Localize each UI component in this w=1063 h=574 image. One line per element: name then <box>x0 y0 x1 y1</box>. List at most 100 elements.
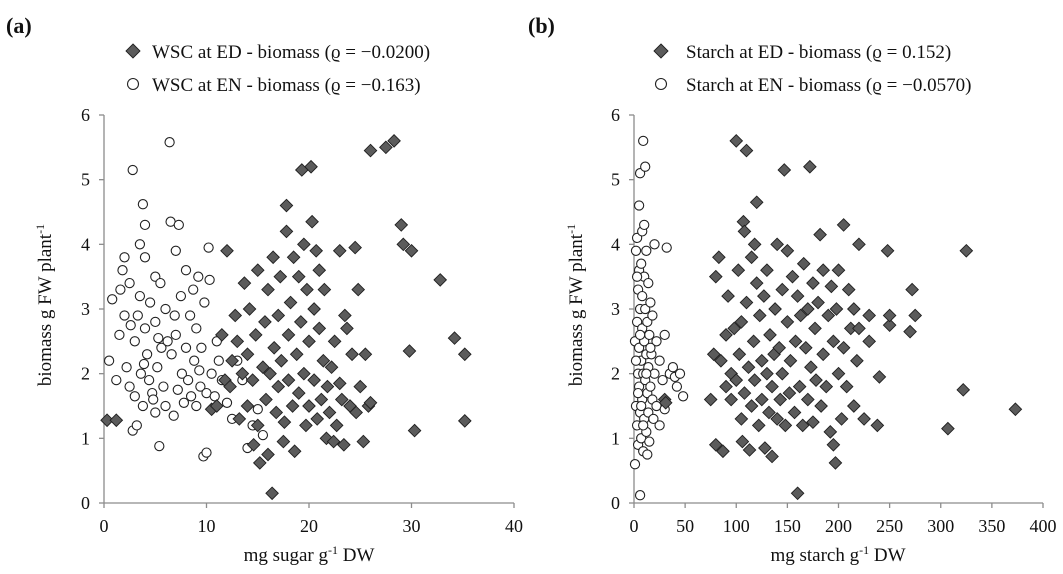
data-point <box>706 347 721 362</box>
data-point <box>396 237 411 252</box>
data-point <box>232 412 247 426</box>
data-point <box>721 289 735 303</box>
data-point <box>642 449 653 460</box>
data-point <box>127 164 138 176</box>
data-point <box>880 243 895 258</box>
data-point <box>307 373 321 387</box>
data-point <box>309 243 324 258</box>
data-point <box>836 340 851 355</box>
data-point <box>358 347 373 362</box>
data-point <box>778 418 793 433</box>
data-point <box>131 420 142 431</box>
x-tick-label: 400 <box>1030 516 1057 536</box>
data-point <box>643 277 654 289</box>
data-point <box>237 276 252 290</box>
data-point <box>100 413 114 428</box>
data-point <box>823 425 838 439</box>
data-point <box>235 366 250 381</box>
data-point <box>1008 402 1023 417</box>
data-point <box>809 373 823 387</box>
data-point <box>257 429 269 441</box>
data-point <box>852 237 866 252</box>
data-point <box>363 143 378 158</box>
data-point <box>772 340 787 355</box>
data-point <box>215 328 229 342</box>
data-point <box>638 420 649 431</box>
data-point <box>263 366 277 381</box>
data-point <box>645 381 656 392</box>
data-point <box>204 274 215 286</box>
data-point <box>271 308 286 323</box>
data-point <box>790 289 805 303</box>
data-point <box>749 195 764 210</box>
data-point <box>223 379 237 394</box>
data-point <box>852 321 866 336</box>
data-point <box>708 269 723 284</box>
data-point <box>176 368 188 379</box>
data-point <box>150 407 161 418</box>
data-point <box>285 399 300 413</box>
data-point <box>908 308 923 323</box>
data-point <box>119 310 130 321</box>
data-point <box>783 353 798 368</box>
data-point <box>332 376 347 391</box>
data-point <box>211 336 222 347</box>
data-point <box>180 265 192 276</box>
x-tick-label: 300 <box>927 516 954 536</box>
data-point <box>220 243 234 258</box>
data-point <box>816 263 830 278</box>
data-point <box>387 134 401 148</box>
data-point <box>228 308 243 323</box>
data-point <box>659 329 670 341</box>
y-axis-title: biomass g FW plant-1 <box>33 224 56 386</box>
data-point <box>782 386 797 400</box>
data-point <box>148 394 159 405</box>
data-point <box>175 290 187 302</box>
data-point <box>831 366 846 381</box>
series-ed <box>100 134 472 501</box>
data-point <box>258 315 272 329</box>
data-point <box>729 373 744 387</box>
data-point <box>334 392 349 407</box>
data-point <box>269 405 284 420</box>
plot-area: 0 50 100 150 200 250 300 350 400 0 1 2 3 4 5 6 <box>611 105 1057 536</box>
data-point <box>276 434 291 449</box>
data-point <box>281 373 296 387</box>
data-point <box>703 392 718 407</box>
x-tick-label: 10 <box>198 516 216 536</box>
y-tick-label: 4 <box>611 234 620 254</box>
y-tick-label: 2 <box>81 364 90 384</box>
data-point <box>252 404 263 415</box>
data-point <box>274 353 289 368</box>
data-point <box>327 334 342 349</box>
y-tick-label: 0 <box>81 493 90 513</box>
data-point <box>302 334 316 349</box>
data-point <box>758 441 772 455</box>
data-point <box>905 282 919 297</box>
y-tick-label: 0 <box>611 493 620 513</box>
data-point <box>727 321 742 336</box>
data-point <box>135 368 147 379</box>
data-point <box>317 282 332 297</box>
data-point <box>103 355 115 366</box>
data-point <box>107 294 118 305</box>
data-point <box>754 353 769 368</box>
data-point <box>732 347 747 362</box>
data-point <box>762 405 776 420</box>
data-point <box>129 391 140 402</box>
data-point <box>870 418 885 433</box>
data-point <box>188 284 199 295</box>
data-point <box>795 418 810 433</box>
data-point <box>734 412 749 426</box>
data-point <box>785 269 800 284</box>
data-point <box>166 349 177 360</box>
data-point <box>633 200 645 211</box>
data-point <box>143 374 155 386</box>
data-point <box>153 332 164 344</box>
data-point <box>775 366 790 381</box>
data-point <box>739 143 754 158</box>
data-point <box>312 321 327 336</box>
data-point <box>407 423 422 438</box>
data-point <box>765 449 779 464</box>
